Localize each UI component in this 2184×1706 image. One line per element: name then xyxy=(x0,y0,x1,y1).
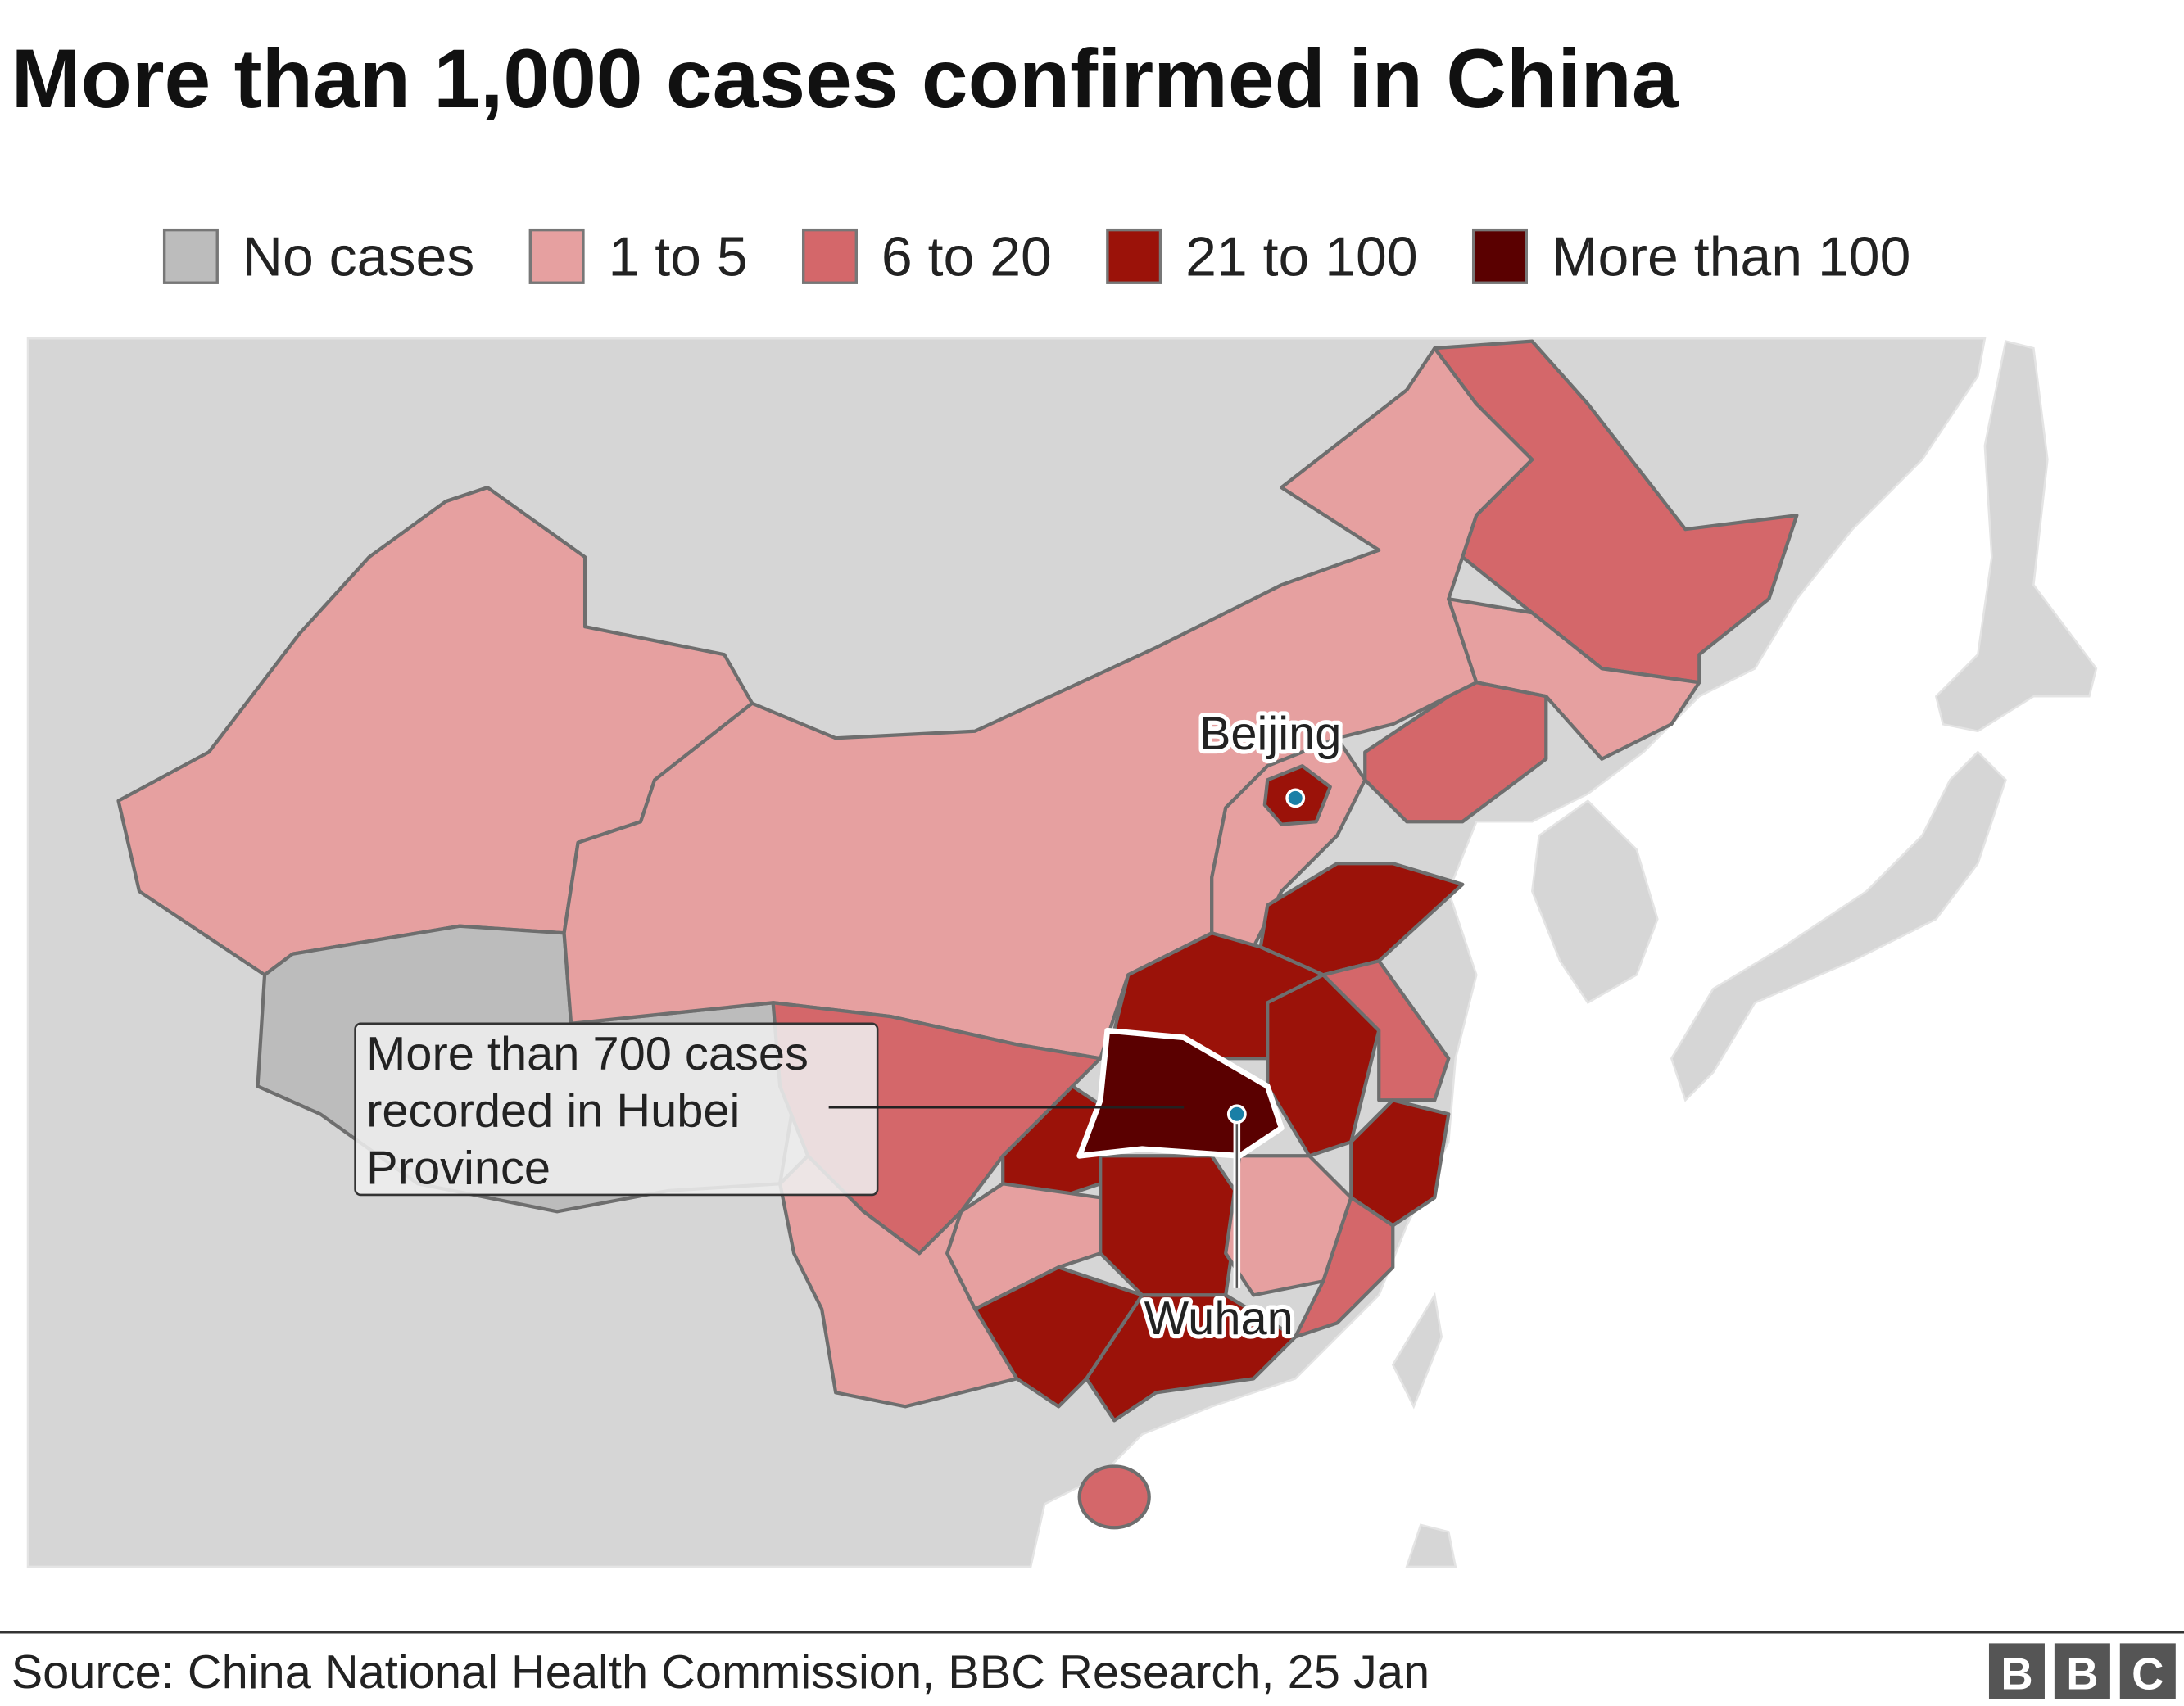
province xyxy=(1077,1464,1151,1530)
legend-swatch xyxy=(1471,228,1528,284)
land xyxy=(1391,1292,1443,1410)
land xyxy=(1670,750,2007,1102)
legend-label: 21 to 100 xyxy=(1185,226,1418,288)
land xyxy=(1405,1523,1457,1568)
callout-box xyxy=(354,1022,879,1197)
legend-label: No cases xyxy=(242,226,474,288)
logo-letter: C xyxy=(2132,1649,2164,1699)
legend-label: More than 100 xyxy=(1552,226,1911,288)
city-dot xyxy=(1226,1104,1247,1125)
logo-letter: B xyxy=(2000,1649,2032,1699)
province xyxy=(1321,959,1451,1102)
province xyxy=(1099,1154,1242,1297)
legend-label: 6 to 20 xyxy=(881,226,1052,288)
legend-label: 1 to 5 xyxy=(609,226,748,288)
callout-text: Province xyxy=(366,1142,551,1194)
logo-letter: B xyxy=(2066,1649,2098,1699)
callout-text: recorded in Hubei xyxy=(366,1085,740,1138)
land xyxy=(1934,340,2098,733)
logo-box xyxy=(2054,1643,2110,1699)
province xyxy=(1294,1196,1395,1339)
title: More than 1,000 cases confirmed in China xyxy=(11,32,1679,125)
legend-swatch xyxy=(162,228,219,284)
land xyxy=(1530,799,1659,1004)
legend-swatch xyxy=(1106,228,1162,284)
province xyxy=(1085,1293,1298,1423)
logo-box xyxy=(1988,1643,2045,1699)
legend: No cases 1 to 5 6 to 20 21 to 100 More than … xyxy=(162,226,1911,288)
city-dot xyxy=(1285,788,1306,808)
legend-swatch xyxy=(801,228,858,284)
city-label: Wuhan xyxy=(1144,1292,1294,1345)
logo-box xyxy=(2119,1643,2176,1699)
logo: B B C xyxy=(1988,1643,2176,1699)
province xyxy=(1363,681,1548,824)
callout: More than 700 cases recorded in Hubei Pr… xyxy=(354,1022,1185,1197)
province xyxy=(778,1154,1019,1409)
callout-text: More than 700 cases xyxy=(366,1028,809,1080)
source: Source: China National Health Commission… xyxy=(11,1646,1430,1699)
city-label: Beijing xyxy=(1199,708,1342,760)
legend-swatch xyxy=(528,228,585,284)
